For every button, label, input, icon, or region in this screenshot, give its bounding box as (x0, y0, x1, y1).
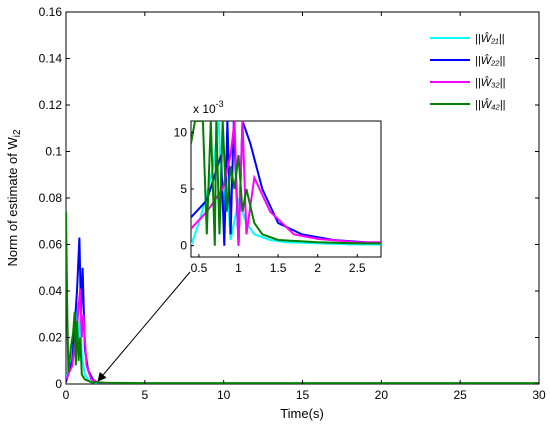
inset-y-multiplier-exp: -3 (216, 99, 224, 109)
x-tick-label: 0 (63, 388, 70, 402)
y-tick-label: 0 (55, 377, 62, 391)
inset-y-multiplier: x 10-3 (193, 99, 224, 116)
y-tick-label: 0.08 (39, 191, 63, 205)
inset-series-group (191, 121, 381, 247)
zoom-arrow (97, 271, 191, 382)
inset-series-line-3 (191, 121, 381, 246)
inset-y-tick-label: 0 (180, 239, 187, 253)
main-y-ticks: 0 0.02 0.04 0.06 0.08 0.1 0.12 0.14 0.16 (39, 5, 539, 391)
x-tick-label: 20 (375, 388, 389, 402)
inset-y-tick-label: 5 (180, 182, 187, 196)
inset-y-multiplier-base: x 10 (193, 102, 216, 116)
inset-y-tick-label: 10 (174, 125, 188, 139)
legend-label-4: ||Ŵ₄₂|| (475, 98, 506, 111)
x-tick-label: 25 (453, 388, 467, 402)
x-tick-label: 30 (532, 388, 546, 402)
y-tick-label: 0.06 (39, 238, 63, 252)
x-axis-label: Time(s) (280, 406, 324, 421)
y-tick-label: 0.16 (39, 5, 63, 19)
legend-label-2: ||Ŵ₂₂|| (475, 54, 505, 67)
y-axis-label-main: Norm of estimate of W (5, 137, 20, 267)
x-tick-label: 10 (217, 388, 231, 402)
main-x-ticks: 0 5 10 15 20 25 30 (63, 12, 546, 402)
y-tick-label: 0.04 (39, 284, 63, 298)
legend-label-3: ||Ŵ₃₂|| (475, 76, 506, 89)
y-tick-label: 0.02 (39, 331, 63, 345)
inset-series-line-4 (191, 121, 381, 246)
x-tick-label: 15 (296, 388, 310, 402)
y-tick-label: 0.14 (39, 52, 63, 66)
inset-y-ticks: 0 5 10 (174, 125, 194, 253)
series-line-4 (66, 211, 539, 384)
x-tick-label: 5 (141, 388, 148, 402)
inset-x-tick-label: 0.5 (191, 261, 208, 275)
inset-x-tick-label: 2.5 (349, 261, 366, 275)
inset-series-line-1 (191, 121, 381, 247)
legend-label-1: ||Ŵ₂₁|| (475, 32, 505, 45)
y-axis-label: Norm of estimate of Wi2 (5, 129, 23, 267)
y-tick-label: 0.12 (39, 98, 63, 112)
main-series-group (66, 211, 539, 384)
inset-x-tick-label: 1 (235, 261, 242, 275)
legend: ||Ŵ₂₁|| ||Ŵ₂₂|| ||Ŵ₃₂|| ||Ŵ₄₂|| (430, 32, 506, 111)
inset-x-tick-label: 1.5 (270, 261, 287, 275)
y-tick-label: 0.1 (45, 145, 62, 159)
inset-x-tick-label: 2 (314, 261, 321, 275)
inset-x-ticks: 0.5 1 1.5 2 2.5 (191, 254, 366, 275)
y-axis-label-subscript: i2 (12, 129, 23, 137)
